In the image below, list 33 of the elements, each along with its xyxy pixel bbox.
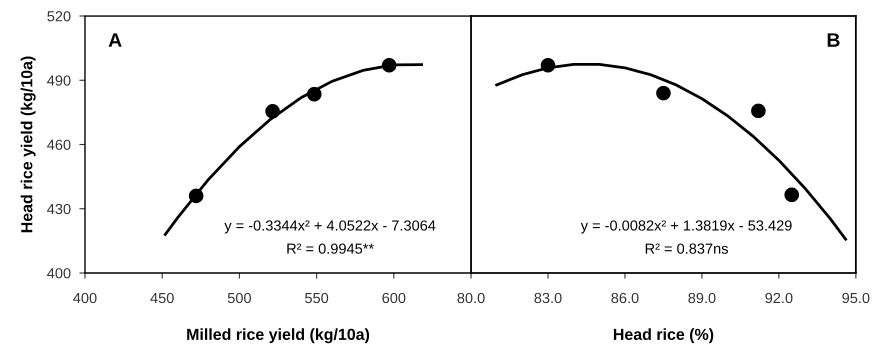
x-axis-title: Head rice (%) [614, 328, 714, 344]
point [188, 188, 204, 204]
x-tick-label: 400 [73, 292, 97, 304]
y-tick-label: 430 [47, 204, 71, 214]
point [307, 86, 322, 102]
y-tick-label: 460 [47, 140, 71, 150]
x-tick-label: 550 [305, 292, 328, 304]
x-tick-label: 600 [382, 292, 406, 304]
x-tick-label: 500 [228, 292, 251, 304]
x-tick-label: 92.0 [765, 292, 793, 304]
annotation: y = -0.0082x² + 1.3819x - 53.429 [580, 220, 792, 234]
annotation: A [108, 33, 122, 47]
x-axis-title: Milled rice yield (kg/10a) [187, 328, 370, 344]
x-tick-label: 80.0 [457, 292, 485, 304]
point [382, 58, 396, 73]
x-tick-label: 89.0 [688, 292, 716, 304]
annotation: R² = 0.837ns [646, 243, 728, 254]
point [751, 104, 766, 118]
annotation: R² = 0.9945** [287, 243, 374, 254]
annotation: y = -0.3344x² + 4.0522x - 7.3064 [224, 220, 436, 234]
y-tick-label: 520 [47, 11, 71, 22]
x-tick-label: 86.0 [611, 292, 639, 304]
point [656, 86, 671, 100]
point [540, 58, 556, 73]
point [265, 104, 280, 119]
point [784, 188, 799, 202]
annotation: B [828, 33, 840, 47]
y-tick-label: 400 [47, 268, 71, 278]
y-axis-title: Head rice yield (kg/10a) [20, 56, 36, 232]
x-tick-label: 450 [150, 292, 174, 304]
x-tick-label: 83.0 [534, 292, 562, 304]
x-tick-label: 95.0 [842, 292, 870, 304]
y-tick-label: 490 [47, 75, 71, 86]
